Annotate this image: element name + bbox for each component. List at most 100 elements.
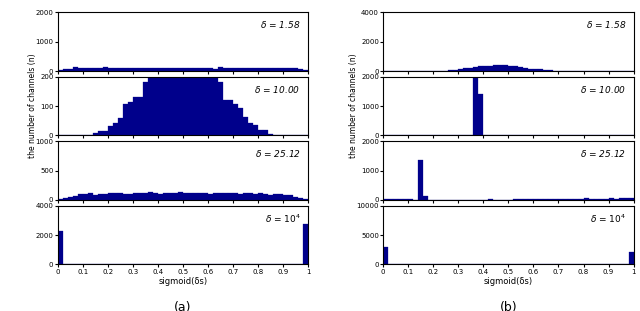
Bar: [213, 193, 218, 200]
Bar: [173, 68, 178, 71]
Bar: [614, 135, 619, 136]
Bar: [604, 135, 609, 136]
Bar: [423, 135, 428, 136]
Bar: [383, 199, 388, 200]
Bar: [173, 61, 178, 136]
Bar: [58, 199, 63, 200]
Bar: [188, 58, 193, 136]
Bar: [193, 65, 198, 136]
Bar: [268, 195, 273, 200]
Bar: [118, 68, 123, 71]
Bar: [223, 68, 228, 71]
Bar: [108, 193, 113, 200]
Y-axis label: the number of channels (n): the number of channels (n): [28, 54, 37, 159]
Bar: [288, 195, 293, 200]
Bar: [98, 131, 102, 136]
Bar: [383, 247, 388, 264]
Bar: [504, 65, 508, 71]
Bar: [563, 135, 568, 136]
Bar: [183, 193, 188, 200]
Bar: [598, 199, 604, 200]
Bar: [77, 194, 83, 200]
Bar: [102, 194, 108, 200]
Bar: [243, 193, 248, 200]
X-axis label: sigmoid(δs): sigmoid(δs): [484, 277, 533, 286]
Bar: [138, 193, 143, 200]
Bar: [183, 68, 188, 71]
Bar: [88, 135, 93, 136]
Bar: [253, 125, 258, 136]
Bar: [153, 68, 158, 71]
Bar: [533, 199, 538, 200]
Bar: [258, 67, 263, 71]
Bar: [293, 197, 298, 200]
Text: $\delta$ = 10.00: $\delta$ = 10.00: [255, 84, 301, 95]
Bar: [488, 199, 493, 200]
Bar: [593, 198, 598, 200]
Bar: [113, 67, 118, 71]
Bar: [123, 193, 128, 200]
X-axis label: sigmoid(δs): sigmoid(δs): [158, 277, 207, 286]
Bar: [448, 70, 453, 71]
Bar: [458, 69, 463, 71]
Bar: [68, 68, 72, 71]
Bar: [248, 68, 253, 71]
Bar: [93, 195, 98, 200]
Bar: [463, 68, 468, 71]
Bar: [548, 135, 554, 136]
Bar: [228, 193, 233, 200]
Bar: [273, 68, 278, 71]
Bar: [393, 135, 398, 136]
Bar: [554, 199, 559, 200]
Bar: [113, 123, 118, 136]
Text: (b): (b): [500, 301, 517, 311]
Bar: [88, 193, 93, 200]
Bar: [493, 65, 499, 71]
Bar: [488, 66, 493, 71]
Bar: [584, 135, 589, 136]
Bar: [58, 231, 63, 264]
Bar: [183, 58, 188, 136]
Bar: [163, 193, 168, 200]
Bar: [168, 193, 173, 200]
Bar: [98, 68, 102, 71]
Bar: [93, 68, 98, 71]
Bar: [83, 68, 88, 71]
Bar: [524, 135, 529, 136]
Bar: [468, 68, 474, 71]
Bar: [188, 68, 193, 71]
Text: $\delta$ = 10.00: $\delta$ = 10.00: [580, 84, 626, 95]
Bar: [148, 74, 153, 136]
Bar: [143, 193, 148, 200]
Bar: [168, 68, 173, 71]
Bar: [173, 193, 178, 200]
Bar: [518, 67, 524, 71]
Bar: [478, 94, 483, 136]
Bar: [208, 194, 213, 200]
Bar: [213, 68, 218, 71]
Bar: [93, 132, 98, 136]
Bar: [88, 68, 93, 71]
Bar: [208, 77, 213, 136]
Bar: [123, 68, 128, 71]
Bar: [198, 68, 203, 71]
Bar: [193, 68, 198, 71]
Bar: [233, 104, 238, 136]
Bar: [163, 63, 168, 136]
Bar: [263, 194, 268, 200]
Bar: [178, 193, 183, 200]
Bar: [303, 199, 308, 200]
Bar: [393, 199, 398, 200]
Bar: [573, 135, 579, 136]
Bar: [228, 100, 233, 136]
Bar: [413, 135, 418, 136]
Bar: [123, 104, 128, 136]
Bar: [148, 68, 153, 71]
Bar: [589, 199, 593, 200]
Bar: [208, 68, 213, 71]
Bar: [268, 67, 273, 71]
Bar: [153, 70, 158, 136]
Text: $\delta$ = 25.12: $\delta$ = 25.12: [255, 148, 301, 159]
Bar: [108, 67, 113, 71]
Bar: [408, 135, 413, 136]
